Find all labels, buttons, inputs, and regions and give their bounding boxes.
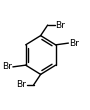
- Text: Br: Br: [2, 62, 12, 71]
- Text: Br: Br: [56, 21, 66, 29]
- Text: Br: Br: [69, 39, 79, 48]
- Text: Br: Br: [16, 81, 26, 89]
